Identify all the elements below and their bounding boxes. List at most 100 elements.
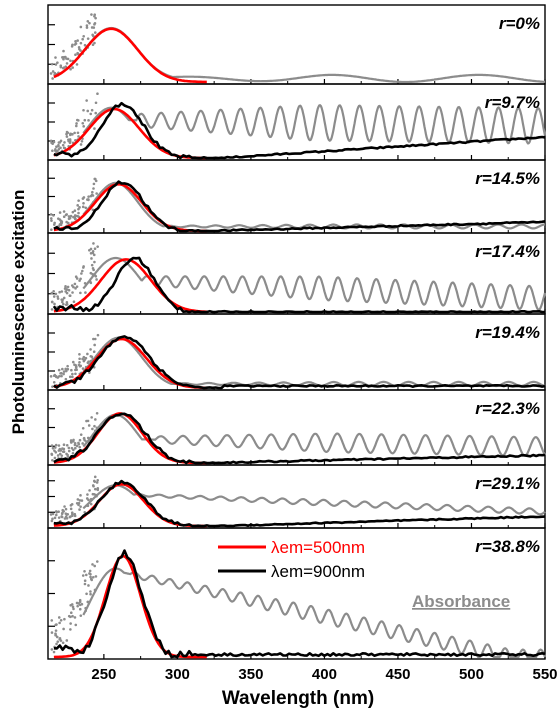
absorbance-point (64, 507, 68, 511)
absorbance-point (65, 369, 68, 373)
absorbance-point (65, 443, 69, 447)
absorbance-point (50, 648, 54, 651)
panel-frame (47, 4, 546, 85)
stacked-panels: r=0% r=9.7% r=14.5% r=17.4% r=19.4% r=22.3% r=… (47, 4, 547, 660)
absorbance-point (61, 66, 65, 70)
x-tick-label: 550 (532, 666, 557, 683)
absorbance-point (90, 263, 94, 267)
absorbance-point (51, 458, 54, 462)
absorbance-point (61, 143, 65, 147)
absorbance-point (78, 607, 82, 611)
absorbance-point (74, 372, 77, 376)
absorbance-point (63, 617, 66, 621)
absorbance-point (79, 614, 83, 617)
absorbance-point (78, 508, 81, 511)
absorbance-point (94, 16, 97, 20)
absorbance-point (85, 419, 88, 423)
absorbance-point (53, 516, 57, 520)
legend-label-500nm: λem=500nm (271, 538, 365, 557)
absorbance-point (62, 55, 66, 59)
absorbance-point (89, 251, 93, 255)
absorbance-point (70, 132, 73, 136)
absorbance-point (75, 124, 78, 128)
absorbance-point (85, 592, 88, 596)
absorbance-point (54, 443, 58, 447)
absorbance-point (89, 112, 93, 116)
absorbance-point (89, 572, 92, 576)
absorbance-point (58, 447, 62, 451)
absorbance-point (71, 291, 74, 294)
absorbance-point (93, 127, 96, 130)
absorbance-point (52, 290, 55, 293)
absorbance-point (92, 187, 95, 190)
absorbance-point (73, 209, 77, 213)
absorbance-point (62, 49, 65, 53)
absorbance-point (77, 119, 80, 122)
panel-8: r=38.8% (47, 527, 547, 660)
absorbance-point (50, 308, 54, 311)
absorbance-point (74, 42, 78, 45)
absorbance-point (69, 628, 72, 631)
absorbance-point (73, 443, 77, 447)
absorbance-point (50, 453, 54, 456)
absorbance-point (89, 271, 93, 275)
absorbance-point (59, 223, 63, 227)
absorbance-point (71, 605, 75, 609)
absorbance-point (96, 478, 99, 482)
absorbance-point (77, 442, 81, 446)
absorbance-point (90, 416, 93, 419)
absorbance-point (57, 147, 61, 151)
absorbance-point (93, 564, 96, 568)
x-tick-label: 350 (238, 666, 263, 683)
absorbance-point (76, 498, 80, 501)
x-tick-label: 400 (312, 666, 337, 683)
x-axis-title: Wavelength (nm) (222, 688, 374, 709)
absorbance-point (83, 569, 86, 573)
pl500-line (53, 182, 207, 233)
absorbance-point (79, 494, 82, 497)
absorbance-point (82, 125, 85, 128)
x-tick-label: 450 (385, 666, 410, 683)
absorbance-point (93, 14, 96, 18)
absorbance-point (77, 207, 80, 211)
pl900-line (53, 549, 546, 659)
absorbance-point (74, 53, 77, 57)
absorbance-point (86, 352, 89, 356)
absorbance-point (87, 198, 90, 201)
absorbance-point (51, 517, 54, 521)
absorbance-point (93, 475, 97, 479)
absorbance-point (93, 23, 96, 26)
pl900-line (53, 479, 546, 528)
pl900-line (53, 180, 546, 233)
absorbance-point (93, 343, 96, 347)
absorbance-point (95, 192, 98, 195)
absorbance-point (68, 515, 72, 519)
absorbance-point (78, 360, 81, 364)
absorbance-point (60, 515, 64, 519)
absorbance-point (77, 135, 80, 138)
absorbance-point (68, 375, 72, 379)
absorbance-point (50, 519, 54, 523)
absorbance-point (89, 575, 92, 579)
absorbance-point (88, 371, 91, 374)
absorbance-point (60, 374, 63, 378)
absorbance-point (78, 600, 82, 604)
absorbance-point (83, 510, 87, 514)
absorbance-point (62, 447, 66, 451)
absorbance-point (81, 121, 85, 125)
absorbance-point (53, 221, 56, 225)
absorbance-point (92, 350, 96, 354)
absorbance-point (54, 446, 57, 449)
absorbance-point (49, 375, 53, 378)
absorbance-point (49, 513, 53, 516)
absorbance-point (64, 377, 68, 381)
absorbance-point (78, 499, 82, 502)
panel-label: r=9.7% (485, 93, 540, 112)
absorbance-point (69, 622, 72, 625)
absorbance-point (91, 43, 95, 47)
absorbance-point (73, 131, 76, 135)
absorbance-point (75, 444, 79, 448)
absorbance-point (96, 333, 100, 337)
legend-label-absorbance: Absorbance (412, 592, 510, 611)
absorbance-point (72, 300, 76, 304)
